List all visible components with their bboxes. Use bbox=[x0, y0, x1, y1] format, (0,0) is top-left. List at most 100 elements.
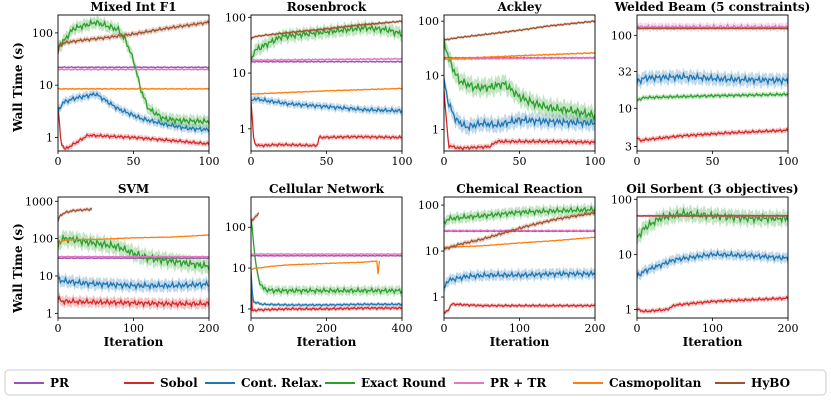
legend: PR Sobol Cont. Relax. Exact Round PR + TR Cas… bbox=[4, 369, 827, 396]
panel-title: Cellular Network bbox=[269, 182, 385, 196]
series-line-sobol bbox=[444, 90, 595, 151]
y-tick-label: 10 bbox=[232, 262, 246, 275]
series-band-cont-relax bbox=[58, 271, 209, 295]
chart-panel-mixed-int-f1: Mixed Int F1 0 50 100 1 10 100 bbox=[32, 0, 220, 168]
x-tick-label: 0 bbox=[441, 322, 448, 335]
y-tick-label: 10 bbox=[39, 79, 53, 92]
series-band-exact-round bbox=[58, 228, 209, 278]
legend-label-sobol: Sobol bbox=[160, 376, 198, 390]
series-line-cont-relax bbox=[637, 250, 788, 278]
series-line-hybo bbox=[637, 214, 788, 217]
panel-title: Mixed Int F1 bbox=[90, 0, 176, 14]
series-line-exact-round bbox=[444, 205, 595, 225]
x-tick-label: 50 bbox=[706, 155, 720, 168]
legend-label-exact-round: Exact Round bbox=[361, 376, 447, 390]
y-tick-label: 100 bbox=[611, 193, 632, 206]
y-axis-label-top: Wall Time (s) bbox=[11, 42, 25, 133]
plot-area bbox=[637, 21, 788, 144]
series-line-hybo bbox=[58, 207, 93, 222]
x-tick-label: 100 bbox=[585, 155, 606, 168]
series-line-exact-round bbox=[58, 18, 209, 126]
y-tick-label: 32 bbox=[618, 65, 632, 78]
series-line-hybo bbox=[444, 20, 595, 41]
series-line-pr bbox=[251, 60, 402, 63]
x-tick-label: 50 bbox=[513, 155, 527, 168]
plot-area bbox=[444, 202, 595, 315]
series-line-hybo bbox=[251, 212, 260, 223]
series-line-pr-tr bbox=[444, 229, 595, 232]
series-line-exact-round bbox=[637, 207, 788, 239]
y-tick-label: 1 bbox=[46, 131, 53, 144]
x-tick-label: 0 bbox=[248, 322, 255, 335]
axes-frame bbox=[250, 196, 403, 319]
x-tick-label: 200 bbox=[199, 322, 220, 335]
y-tick-label: 10 bbox=[425, 245, 439, 258]
series-band-exact-round bbox=[637, 202, 788, 246]
series-line-pr bbox=[251, 254, 402, 257]
x-tick-label: 0 bbox=[55, 155, 62, 168]
series-line-casmopolitan bbox=[251, 87, 402, 95]
series-line-sobol bbox=[444, 302, 595, 314]
series-line-sobol bbox=[637, 128, 788, 143]
legend-label-casmopolitan: Casmopolitan bbox=[609, 376, 702, 390]
x-axis-label: Iteration bbox=[490, 335, 550, 349]
panel-title: Rosenbrock bbox=[287, 0, 367, 14]
series-line-hybo bbox=[637, 27, 788, 30]
chart-panel-rosenbrock: Rosenbrock 0 50 100 1 10 100 bbox=[225, 0, 413, 168]
series-line-sobol bbox=[637, 295, 788, 313]
y-tick-label: 1 bbox=[239, 123, 246, 136]
series-band-sobol bbox=[444, 301, 595, 315]
panel-title: Welded Beam (5 constraints) bbox=[614, 0, 811, 14]
y-tick-label: 1000 bbox=[25, 195, 53, 208]
plot-area bbox=[58, 206, 209, 311]
x-tick-label: 400 bbox=[392, 322, 413, 335]
x-axis-label: Iteration bbox=[297, 335, 357, 349]
series-line-pr-tr bbox=[58, 255, 209, 258]
series-line-sobol bbox=[251, 283, 402, 312]
panel-title: Oil Sorbent (3 objectives) bbox=[626, 182, 798, 196]
y-tick-label: 1 bbox=[432, 291, 439, 304]
chart-panel-svm: SVM 0 100 200 1 10 100 1000 Iteration bbox=[25, 182, 220, 349]
x-tick-label: 0 bbox=[248, 155, 255, 168]
x-tick-label: 100 bbox=[392, 155, 413, 168]
y-tick-label: 10 bbox=[39, 270, 53, 283]
y-tick-label: 100 bbox=[32, 27, 53, 40]
series-line-exact-round bbox=[637, 92, 788, 101]
chart-panel-cellular-network: Cellular Network 0 200 400 1 10 100 Iteration bbox=[225, 182, 413, 349]
y-tick-label: 1 bbox=[625, 303, 632, 316]
plot-area bbox=[637, 202, 788, 315]
y-tick-label: 1 bbox=[46, 307, 53, 320]
series-line-pr bbox=[58, 66, 209, 69]
x-axis-label: Iteration bbox=[104, 335, 164, 349]
plot-area bbox=[251, 19, 402, 150]
x-tick-label: 200 bbox=[316, 322, 337, 335]
plot-area bbox=[58, 15, 209, 151]
y-tick-label: 100 bbox=[32, 233, 53, 246]
x-tick-label: 0 bbox=[55, 322, 62, 335]
series-line-casmopolitan bbox=[58, 87, 209, 91]
series-band-sobol bbox=[58, 104, 209, 151]
series-line-sobol bbox=[58, 107, 209, 150]
x-tick-label: 50 bbox=[320, 155, 334, 168]
series-line-exact-round bbox=[444, 38, 595, 122]
series-band-hybo bbox=[444, 210, 595, 252]
series-band-exact-round bbox=[444, 30, 595, 128]
x-tick-label: 50 bbox=[127, 155, 141, 168]
series-line-exact-round bbox=[251, 218, 402, 295]
y-tick-label: 3 bbox=[625, 140, 632, 153]
x-axis-label: Iteration bbox=[683, 335, 743, 349]
x-tick-label: 0 bbox=[634, 322, 641, 335]
legend-label-pr: PR bbox=[50, 376, 70, 390]
series-line-casmopolitan bbox=[444, 51, 595, 60]
x-tick-label: 0 bbox=[441, 155, 448, 168]
x-tick-label: 100 bbox=[509, 322, 530, 335]
chart-panel-ackley: Ackley 0 50 100 1 10 100 bbox=[418, 0, 606, 168]
series-line-sobol bbox=[251, 101, 402, 148]
series-band-sobol bbox=[251, 281, 402, 314]
series-line-cont-relax bbox=[444, 78, 595, 132]
y-tick-label: 100 bbox=[418, 15, 439, 28]
series-line-pr-tr bbox=[251, 57, 402, 62]
series-line-hybo bbox=[251, 20, 402, 41]
